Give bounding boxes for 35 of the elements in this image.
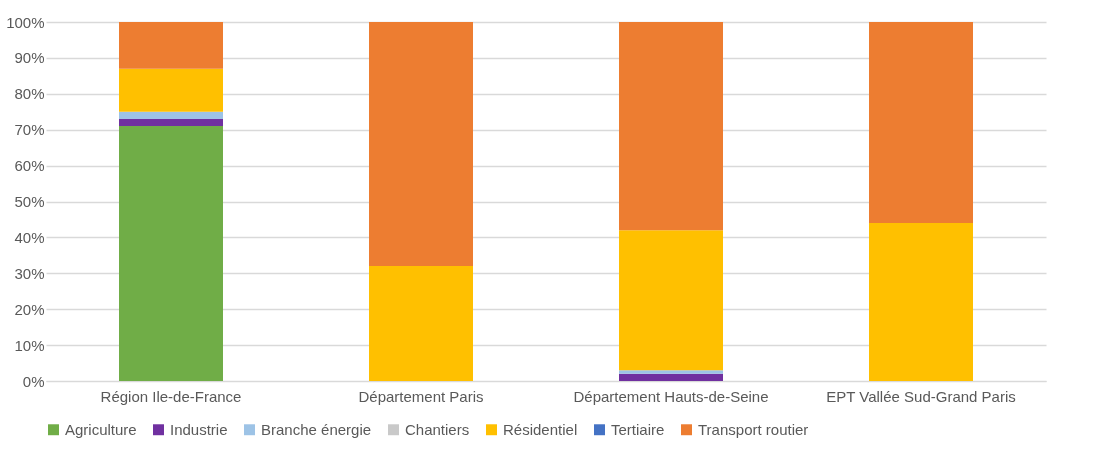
- x-tick-label: Département Paris: [358, 387, 484, 405]
- legend-label: Transport routier: [698, 420, 809, 438]
- y-tick-label: 30%: [14, 264, 45, 282]
- y-tick-label: 100%: [6, 13, 45, 31]
- legend-label: Chantiers: [405, 420, 470, 438]
- legend-label: Tertiaire: [611, 420, 665, 438]
- bar: [119, 22, 223, 69]
- y-tick-label: 90%: [14, 49, 45, 67]
- legend-label: Résidentiel: [503, 420, 578, 438]
- bar: [369, 22, 473, 267]
- bar: [869, 22, 973, 224]
- legend-label: Agriculture: [65, 420, 137, 438]
- y-tick-label: 0%: [22, 372, 45, 390]
- x-tick-label: EPT Vallée Sud-Grand Paris: [826, 387, 1016, 405]
- bar: [119, 126, 223, 381]
- bar: [619, 22, 723, 231]
- x-tick-label: Région Ile-de-France: [100, 387, 242, 405]
- legend-label: Industrie: [170, 420, 228, 438]
- bar: [119, 68, 223, 112]
- bar: [869, 223, 973, 381]
- bar: [369, 266, 473, 381]
- bar: [619, 230, 723, 371]
- y-tick-label: 70%: [14, 121, 45, 139]
- y-tick-label: 50%: [14, 193, 45, 210]
- y-tick-label: 20%: [14, 300, 45, 318]
- y-tick-label: 60%: [14, 157, 45, 175]
- bar: [619, 373, 723, 381]
- x-tick-label: Département Hauts-de-Seine: [573, 387, 769, 405]
- bar: [619, 370, 723, 374]
- bar: [119, 111, 223, 119]
- y-tick-label: 80%: [14, 85, 45, 103]
- y-tick-label: 10%: [14, 336, 45, 354]
- legend-label: Branche énergie: [261, 420, 372, 438]
- y-tick-label: 40%: [14, 228, 45, 246]
- bar: [119, 118, 223, 127]
